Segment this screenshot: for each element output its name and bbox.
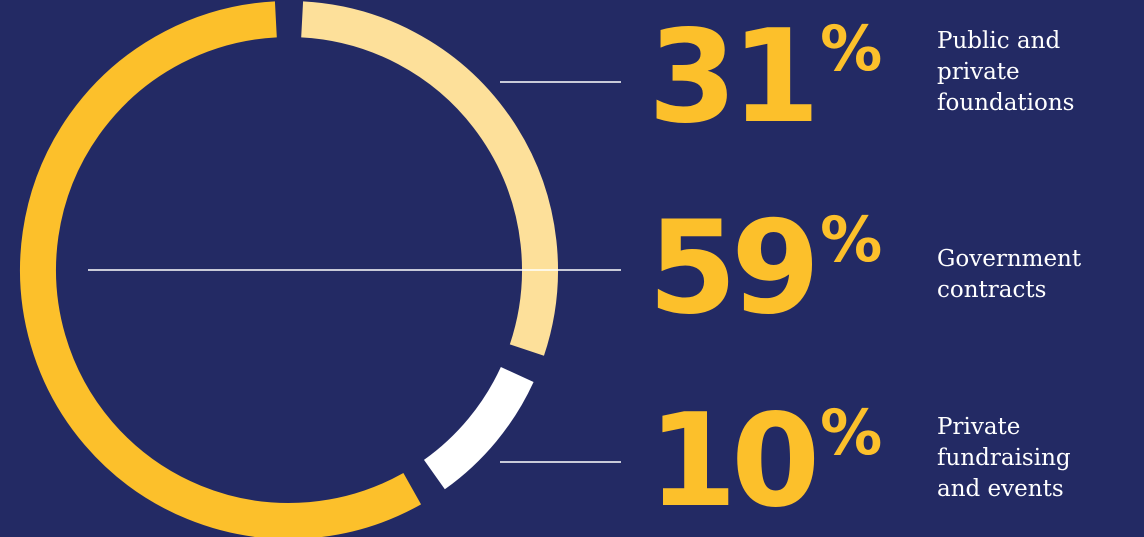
label-private-fundraising-events: Private fundraising and events (937, 412, 1137, 505)
percent-public-private-foundations: 31% (648, 14, 882, 142)
label-line: Private (937, 414, 1021, 440)
label-public-private-foundations: Public and private foundations (937, 26, 1137, 119)
percent-sign: % (820, 396, 883, 469)
label-line: contracts (937, 277, 1047, 303)
donut-slice (301, 1, 558, 356)
donut-arcs (20, 1, 558, 537)
percent-value: 10 (648, 387, 820, 536)
percent-value: 31 (648, 3, 820, 152)
percent-sign: % (820, 12, 883, 85)
label-line: private (937, 59, 1020, 85)
leader-lines (88, 81, 621, 463)
percent-sign: % (820, 203, 883, 276)
label-line: Government (937, 246, 1082, 272)
label-line: foundations (937, 90, 1075, 116)
percent-government-contracts: 59% (648, 205, 882, 333)
label-line: Public and (937, 28, 1061, 54)
percent-value: 59 (648, 194, 820, 343)
donut-slice (423, 366, 534, 490)
donut-slice (20, 1, 422, 537)
label-line: fundraising (937, 445, 1071, 471)
label-line: and events (937, 476, 1064, 502)
label-government-contracts: Government contracts (937, 244, 1137, 306)
percent-private-fundraising-events: 10% (648, 398, 882, 526)
